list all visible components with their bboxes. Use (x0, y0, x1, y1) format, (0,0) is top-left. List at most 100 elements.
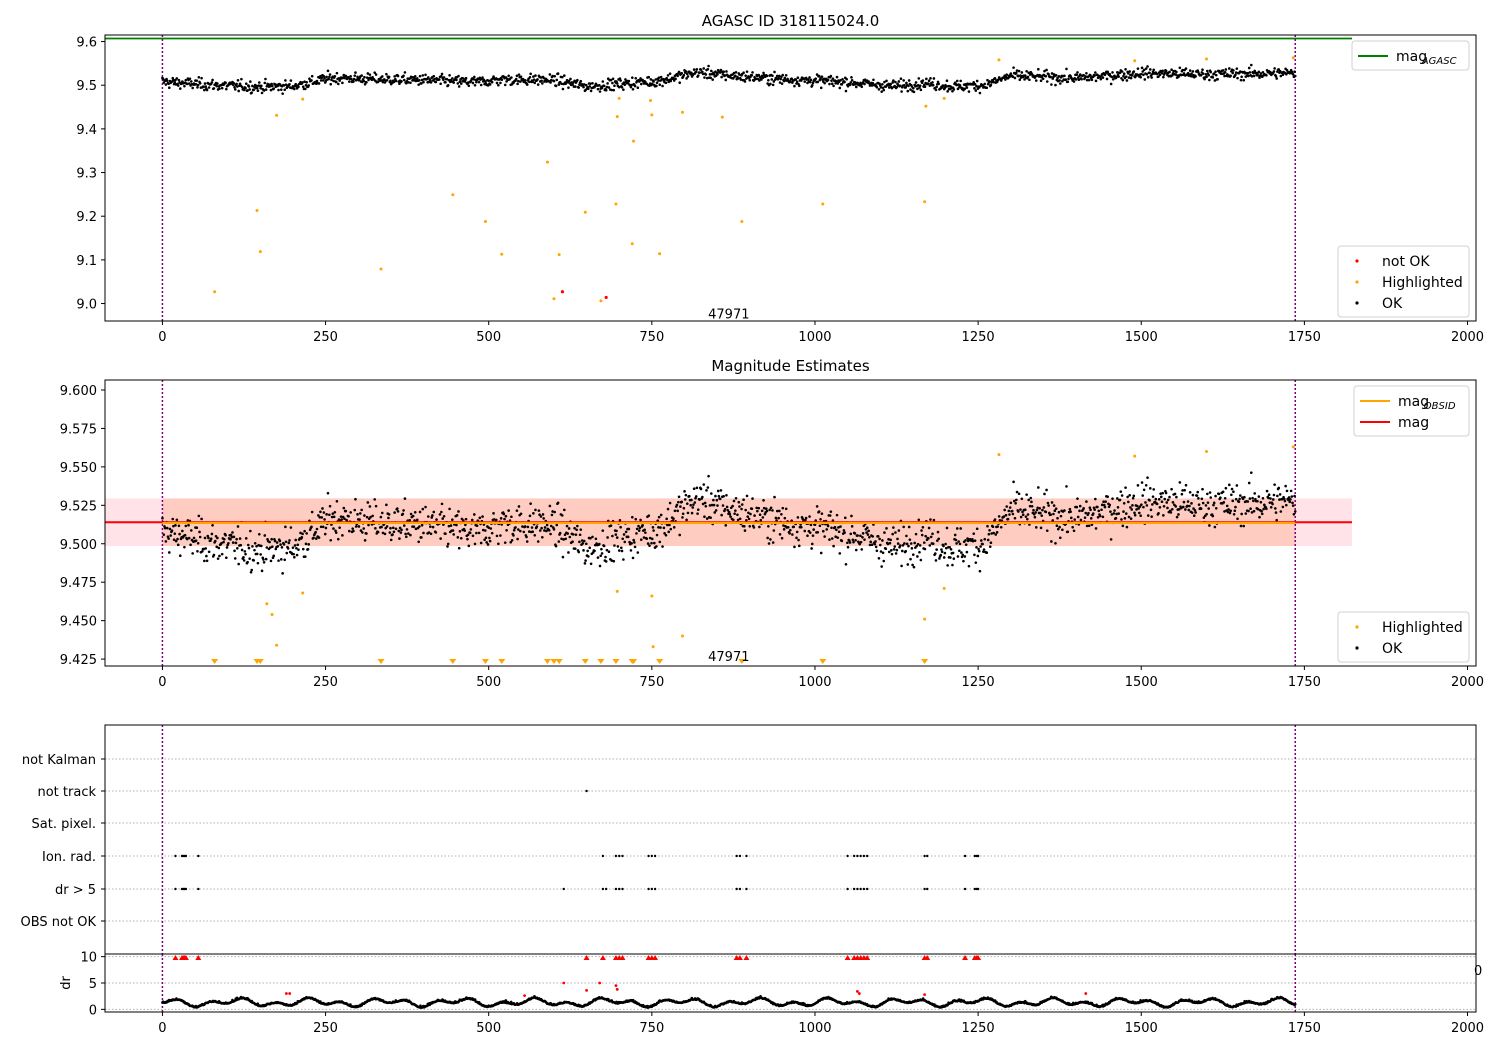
ok-point (1010, 509, 1014, 513)
ok-point (817, 74, 821, 78)
ok-point (1252, 509, 1256, 513)
ok-point (336, 82, 340, 86)
ok-point (777, 76, 780, 80)
ok-point (1247, 74, 1250, 78)
ok-point (457, 510, 460, 513)
ok-point (527, 530, 531, 533)
flag-point (650, 887, 654, 891)
highlighted-point (1291, 56, 1295, 60)
ok-point (469, 528, 473, 531)
ok-point (910, 547, 914, 550)
ok-point (835, 528, 838, 532)
ok-point (1261, 496, 1265, 500)
ok-point (387, 75, 391, 79)
ok-point (1116, 497, 1119, 500)
ok-point (1238, 497, 1241, 501)
ok-point (402, 509, 405, 512)
ok-point (1194, 511, 1197, 514)
ok-point (413, 74, 417, 78)
ok-point (868, 543, 872, 547)
ok-point (668, 501, 672, 505)
ok-point (808, 80, 812, 84)
ok-point (850, 525, 854, 528)
ok-point (489, 527, 493, 530)
ok-point (573, 547, 577, 550)
ok-point (1085, 524, 1089, 528)
ok-point (1170, 507, 1174, 511)
ok-point (1117, 75, 1120, 78)
ok-point (229, 538, 232, 541)
ok-point (380, 525, 383, 529)
ok-point (1212, 501, 1216, 505)
ok-point (1122, 74, 1125, 78)
ok-point (173, 532, 177, 535)
ok-point (1291, 504, 1295, 507)
ok-point (846, 84, 850, 88)
ok-point (634, 517, 638, 521)
flag-point (852, 887, 856, 891)
ok-point (1192, 514, 1196, 518)
highlighted-point (615, 115, 619, 119)
ok-point (650, 537, 654, 541)
ok-point (674, 77, 677, 81)
ok-point (393, 75, 396, 78)
ok-point (1248, 497, 1252, 500)
ok-point (338, 526, 341, 529)
ok-point (1075, 505, 1079, 509)
ok-point (415, 77, 419, 80)
ok-point (606, 536, 609, 539)
flag-point (562, 887, 565, 891)
ok-point (1275, 77, 1278, 80)
ok-point (385, 72, 388, 76)
ok-point (1148, 68, 1152, 71)
ok-point (655, 533, 659, 537)
ok-point (921, 525, 925, 529)
ok-point (925, 77, 928, 81)
ok-point (488, 83, 492, 86)
ok-point (170, 529, 174, 532)
ok-point (955, 83, 958, 87)
ok-point (754, 77, 758, 81)
legend-label: mag (1398, 415, 1429, 431)
ok-point (1257, 70, 1261, 74)
ok-point (198, 530, 201, 534)
ok-point (563, 508, 566, 512)
ok-point (806, 78, 810, 81)
ok-point (1078, 509, 1081, 513)
ok-point (1061, 528, 1064, 532)
ok-point (677, 70, 681, 74)
ok-point (433, 77, 436, 81)
ok-point (1199, 73, 1203, 77)
highlighted-point (720, 115, 724, 119)
ok-point (1094, 497, 1097, 501)
ok-point (385, 525, 389, 528)
ok-point (336, 537, 340, 541)
ok-point (315, 527, 319, 531)
highlighted-point (500, 252, 504, 256)
ok-point (451, 518, 454, 522)
ok-point (1043, 492, 1046, 496)
ok-point (448, 507, 451, 511)
ok-point (243, 550, 247, 553)
axes-frame (104, 724, 1477, 955)
ok-point (1177, 513, 1180, 516)
ok-point (536, 83, 540, 86)
ok-point (764, 507, 768, 511)
ok-point (959, 527, 962, 530)
ok-point (582, 85, 585, 89)
ok-point (669, 527, 673, 531)
ok-point (531, 80, 535, 84)
ok-point (815, 505, 819, 508)
ok-point (675, 503, 679, 507)
ok-point (1184, 483, 1188, 487)
ok-point (751, 71, 754, 74)
ok-point (872, 78, 875, 82)
ok-point (464, 523, 467, 527)
ok-point (1054, 73, 1058, 77)
ok-point (194, 539, 198, 542)
ok-point (771, 541, 775, 544)
ok-point (672, 76, 675, 80)
ok-point (231, 531, 234, 534)
ok-point (1148, 487, 1152, 490)
